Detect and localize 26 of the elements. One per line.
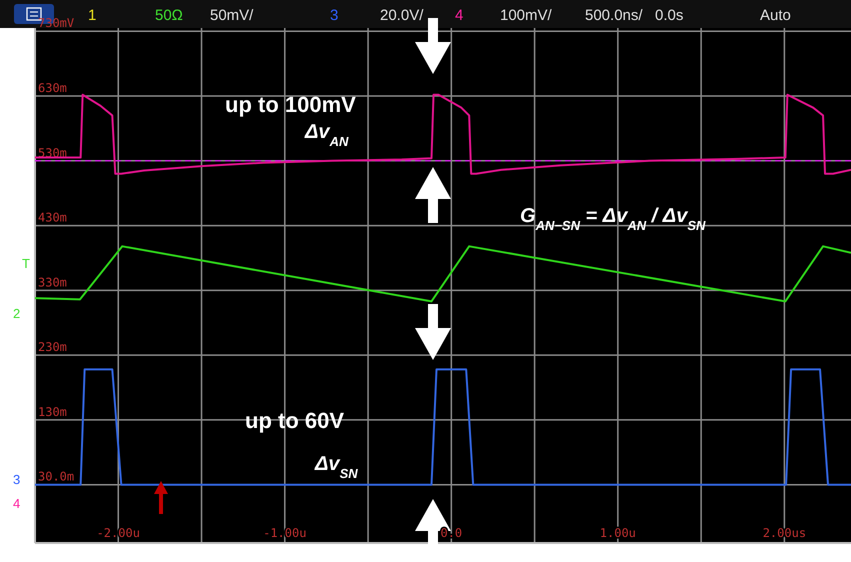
text: 4 bbox=[13, 496, 20, 511]
text: T bbox=[22, 256, 30, 271]
y-tick-label: 330m bbox=[38, 275, 67, 290]
annotation: up to 60V bbox=[245, 408, 344, 433]
text: 3 bbox=[330, 7, 338, 24]
text: 50mV/ bbox=[210, 7, 254, 24]
text: 1 bbox=[88, 7, 96, 24]
y-tick-label: 430m bbox=[38, 210, 67, 225]
y-tick-label: 130m bbox=[38, 404, 67, 419]
text: 100mV/ bbox=[500, 7, 553, 24]
annotation: G$_{AN−SN}$ = Δv$_{AN}$ / Δv$_{SN}$ bbox=[520, 205, 706, 232]
text: 500.0ns/ bbox=[585, 7, 644, 24]
y-tick-label: 30.0m bbox=[38, 470, 74, 484]
y-tick-label: 630m bbox=[38, 81, 67, 96]
annotation: Δv$_{SN}$ bbox=[314, 453, 358, 480]
text: 3 bbox=[13, 472, 20, 487]
y-tick-label: 730mV bbox=[38, 16, 74, 30]
text: 50Ω bbox=[155, 7, 183, 24]
text: 4 bbox=[455, 7, 464, 24]
annotation: up to 100mV bbox=[225, 92, 356, 117]
text: 0.0s bbox=[655, 7, 684, 24]
text: 20.0V/ bbox=[380, 7, 424, 24]
annotation: Δv$_{AN}$ bbox=[304, 121, 349, 148]
y-tick-label: 230m bbox=[38, 340, 67, 354]
text: 2 bbox=[13, 306, 20, 321]
text: Auto bbox=[760, 7, 791, 24]
